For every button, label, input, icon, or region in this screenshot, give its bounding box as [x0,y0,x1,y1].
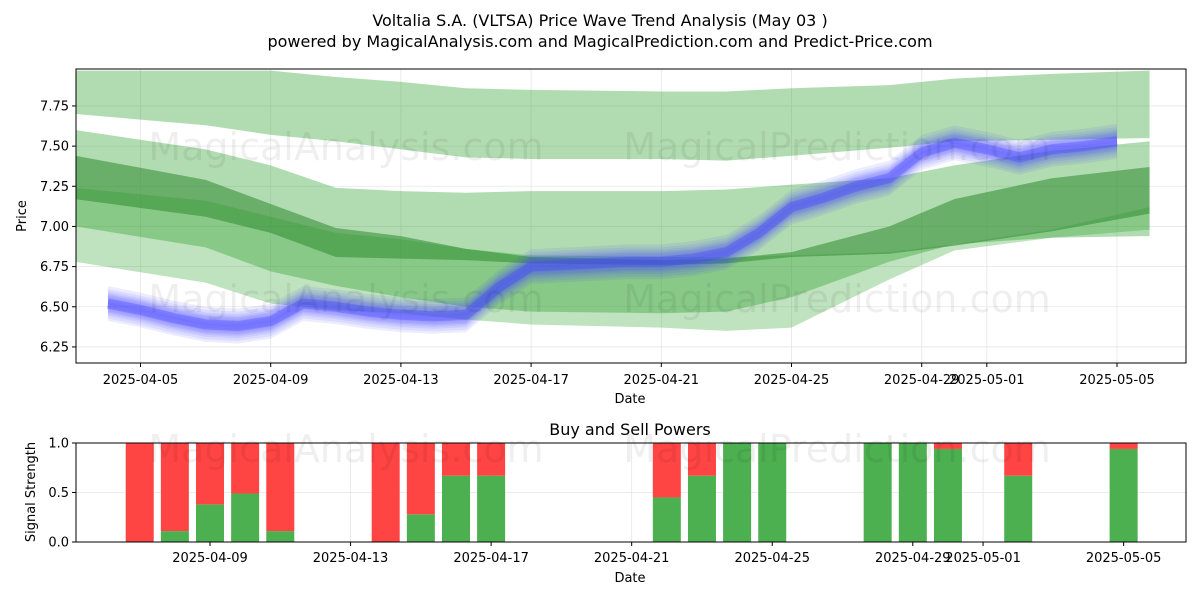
sell-power-bar [441,443,470,476]
signal-panel-title: Buy and Sell Powers [549,420,711,439]
price-plot-frame [75,68,1187,364]
price-x-tick-label: 2025-04-25 [754,373,830,388]
price-x-axis-label: Date [614,392,645,407]
price-wave-ribbon [107,126,1117,330]
buy-power-bar [652,497,681,542]
price-y-ticks: 6.25 6.50 6.75 7.00 7.25 7.50 7.75 [40,99,76,355]
signal-x-tick-label: 2025-04-21 [594,551,670,566]
sell-power-bar [231,443,260,494]
price-y-tick-label: 6.25 [40,340,69,355]
price-y-tick-label: 6.50 [40,300,69,315]
price-wave-ribbon [107,129,1117,333]
sell-power-bar [687,443,716,476]
sell-power-bar [196,443,224,505]
price-y-tick-label: 7.00 [40,220,69,235]
sell-power-bar [406,443,435,515]
middle-wave-band [76,130,1150,314]
signal-x-tick-label: 2025-04-09 [172,551,248,566]
buy-power-bar [898,443,927,542]
chart-title: Voltalia S.A. (VLTSA) Price Wave Trend A… [372,11,827,30]
sell-power-bar [266,443,295,532]
signal-x-tick-label: 2025-05-05 [1086,551,1162,566]
price-x-tick-label: 2025-04-09 [233,373,309,388]
sell-power-bar [125,443,154,542]
price-y-tick-label: 6.75 [40,260,69,275]
buy-power-bar [723,443,752,542]
signal-x-tick-label: 2025-05-01 [945,551,1021,566]
price-series-line [106,136,1118,332]
price-waves [106,123,1118,344]
signal-x-axis-label: Date [614,571,645,586]
buy-power-bar [863,443,892,542]
buy-power-bar [160,531,189,542]
buy-power-bar [1004,475,1033,542]
price-y-tick-label: 7.50 [40,140,69,155]
sell-power-bar [371,443,400,542]
watermark-left: MagicalAnalysis.com [148,125,543,169]
sell-power-bar [1004,443,1033,476]
signal-y-ticks: 0.0 0.5 1.0 [48,437,76,551]
price-y-axis-label: Price [15,200,30,232]
buy-power-bar [196,504,224,542]
buy-power-bar [758,443,787,542]
price-wave-ribbon [107,135,1117,339]
price-x-tick-label: 2025-05-05 [1079,373,1155,388]
watermark-signal-right: MagicalPrediction.com [623,427,1051,471]
price-wave-ribbon [107,140,1117,344]
signal-x-tick-label: 2025-04-25 [734,551,810,566]
watermark-left-2: MagicalAnalysis.com [148,277,543,321]
signal-y-tick-label: 0.5 [48,486,69,501]
buy-power-bar [441,475,470,542]
signal-y-axis-label: Signal Strength [24,442,39,542]
sell-power-bar [1109,443,1138,449]
signal-x-tick-label: 2025-04-13 [313,551,389,566]
signal-y-tick-label: 1.0 [48,437,69,452]
chart-subtitle: powered by MagicalAnalysis.com and Magic… [267,32,932,51]
price-x-tick-label: 2025-04-17 [493,373,569,388]
upper-wave-band [76,70,1150,161]
signal-x-tick-label: 2025-04-29 [875,551,951,566]
signal-x-ticks: 2025-04-09 2025-04-13 2025-04-17 2025-04-21… [172,542,1161,566]
watermark-right-2: MagicalPrediction.com [623,277,1051,321]
sell-power-bar [933,443,962,449]
price-x-tick-label: 2025-04-05 [103,373,179,388]
price-wave-ribbon [107,132,1117,336]
signal-y-tick-label: 0.0 [48,536,69,551]
price-y-tick-label: 7.75 [40,99,69,114]
buy-power-bar [1109,448,1138,542]
price-panel: MagicalAnalysis.com MagicalPrediction.co… [15,68,1187,407]
signal-x-tick-label: 2025-04-17 [453,551,529,566]
price-wave-ribbon [107,138,1117,342]
watermark-right: MagicalPrediction.com [623,125,1051,169]
buy-power-bar [933,448,962,542]
buy-power-bar [231,493,260,542]
core-wave-band [76,155,1150,265]
sell-power-bar [652,443,681,498]
price-x-tick-label: 2025-05-01 [949,373,1025,388]
price-x-ticks: 2025-04-05 2025-04-09 2025-04-13 2025-04-17… [103,363,1155,388]
price-wave-ribbon [107,131,1117,334]
signal-bars [125,443,1138,542]
price-y-tick-label: 7.25 [40,180,69,195]
sell-power-bar [160,443,189,532]
price-wave-ribbon [107,123,1117,327]
buy-power-bar [687,475,716,542]
signal-panel: Buy and Sell Powers MagicalAnalysis.com … [24,420,1187,586]
buy-power-bar [266,531,295,542]
price-x-tick-label: 2025-04-21 [624,373,700,388]
buy-power-bar [406,514,435,542]
sell-power-bar [477,443,506,476]
wave-bands [76,70,1150,331]
watermark-signal-left: MagicalAnalysis.com [148,427,543,471]
price-x-tick-label: 2025-04-13 [363,373,439,388]
price-x-tick-label: 2025-04-29 [884,373,960,388]
buy-power-bar [477,475,506,542]
price-wave-ribbon [107,133,1117,337]
